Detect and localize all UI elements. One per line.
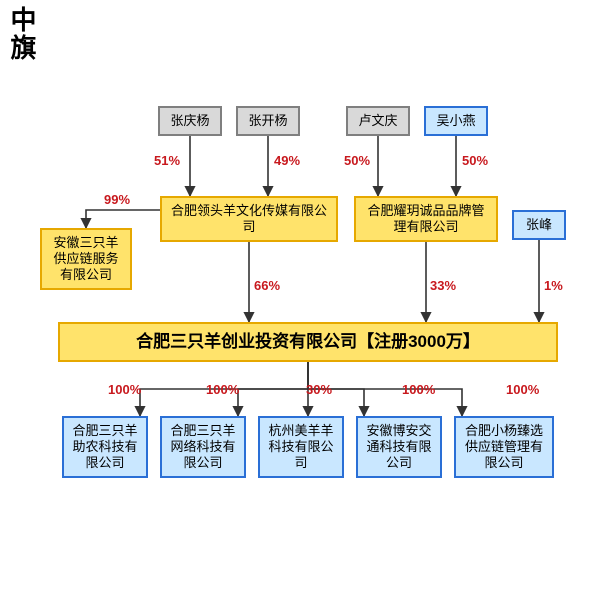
edge-label: 51% — [154, 153, 180, 168]
node-m2: 合肥耀玥诚品品牌管理有限公司 — [354, 196, 498, 242]
edge-label: 100% — [506, 382, 539, 397]
node-m1: 合肥领头羊文化传媒有限公司 — [160, 196, 338, 242]
edge-label: 1% — [544, 278, 563, 293]
logo-watermark: 中旗 — [8, 6, 34, 62]
edge-label: 66% — [254, 278, 280, 293]
node-p4: 吴小燕 — [424, 106, 488, 136]
edge-label: 99% — [104, 192, 130, 207]
node-main: 合肥三只羊创业投资有限公司【注册3000万】 — [58, 322, 558, 362]
edge-label: 100% — [108, 382, 141, 397]
edge-label: 50% — [462, 153, 488, 168]
edge-label: 33% — [430, 278, 456, 293]
node-b3: 杭州美羊羊科技有限公司 — [258, 416, 344, 478]
node-p1: 张庆杨 — [158, 106, 222, 136]
node-b5: 合肥小杨臻选供应链管理有限公司 — [454, 416, 554, 478]
node-b4: 安徽博安交通科技有限公司 — [356, 416, 442, 478]
edge-label: 100% — [206, 382, 239, 397]
node-b1: 合肥三只羊助农科技有限公司 — [62, 416, 148, 478]
edge-label: 49% — [274, 153, 300, 168]
node-b2: 合肥三只羊网络科技有限公司 — [160, 416, 246, 478]
edge-label: 50% — [344, 153, 370, 168]
edges-layer — [0, 0, 600, 600]
node-p2: 张开杨 — [236, 106, 300, 136]
node-p5: 张峰 — [512, 210, 566, 240]
node-s1: 安徽三只羊供应链服务有限公司 — [40, 228, 132, 290]
edge-label: 100% — [402, 382, 435, 397]
node-p3: 卢文庆 — [346, 106, 410, 136]
edge-label: 30% — [306, 382, 332, 397]
